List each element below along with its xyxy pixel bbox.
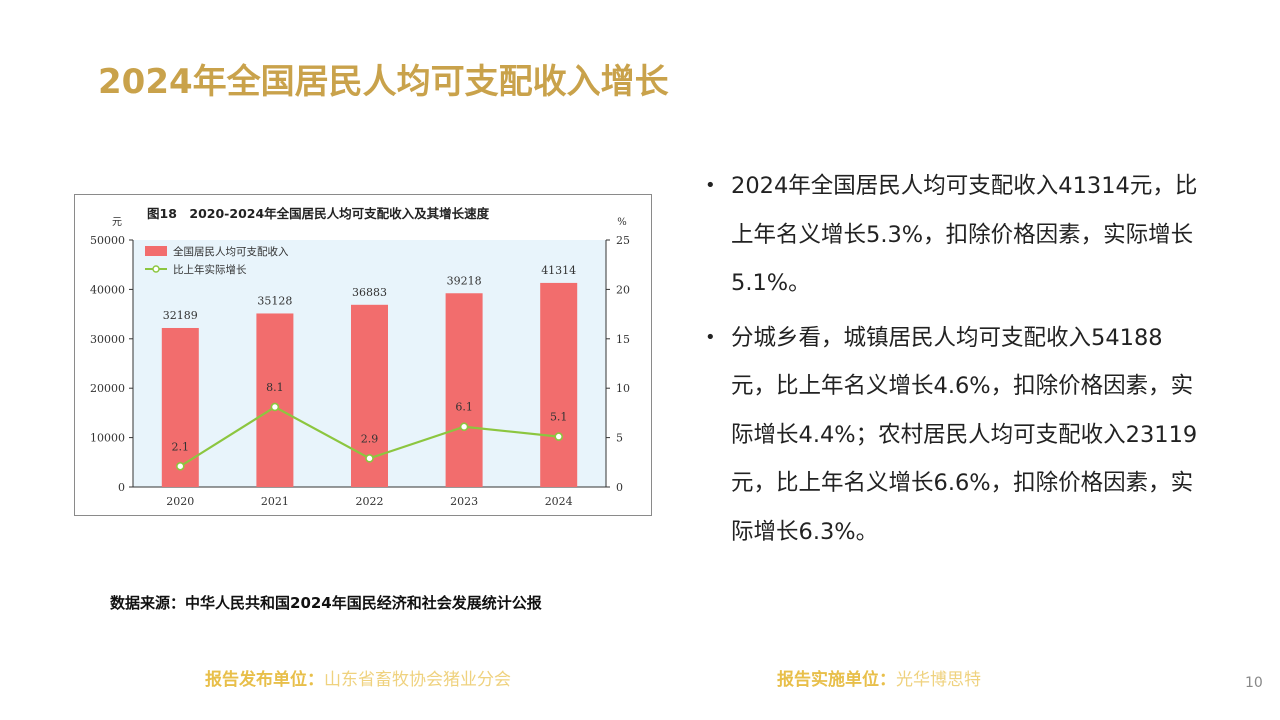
publisher-name: 山东省畜牧协会猪业分会: [324, 670, 511, 690]
bullet-item-national: • 2024年全国居民人均可支配收入41314元，比上年名义增长5.3%，扣除价…: [703, 162, 1203, 308]
legend-bar-label: 全国居民人均可支配收入: [173, 245, 289, 258]
legend-line-label: 比上年实际增长: [173, 263, 247, 276]
growth-point: [459, 422, 469, 432]
x-tick-label: 2022: [356, 495, 384, 508]
y-tick-label: 50000: [90, 234, 125, 247]
y-axis-unit: 元: [112, 217, 122, 228]
y-tick-label: 0: [118, 481, 125, 494]
bar-value-label: 41314: [541, 264, 576, 277]
growth-value-label: 6.1: [455, 401, 473, 414]
y2-axis-unit: %: [617, 217, 627, 228]
chart-title: 图18 2020-2024年全国居民人均可支配收入及其增长速度: [147, 206, 490, 221]
footer-implementer: 报告实施单位：光华博思特: [777, 665, 981, 690]
bullet-list: • 2024年全国居民人均可支配收入41314元，比上年名义增长5.3%，扣除价…: [703, 162, 1203, 562]
implementer-label: 报告实施单位：: [777, 670, 896, 690]
growth-value-label: 5.1: [550, 411, 568, 424]
y-tick-label: 20000: [90, 382, 125, 395]
y2-tick-label: 20: [616, 283, 630, 296]
chart-frame: 图18 2020-2024年全国居民人均可支配收入及其增长速度 元% 0 10000…: [74, 194, 652, 516]
growth-point: [365, 454, 374, 463]
bar-value-label: 36883: [352, 286, 387, 299]
growth-value-label: 8.1: [266, 381, 284, 394]
publisher-label: 报告发布单位：: [205, 670, 324, 690]
x-tick-label: 2023: [450, 495, 478, 508]
growth-point: [554, 432, 564, 441]
y-tick-label: 30000: [90, 333, 125, 346]
bullet-text: 分城乡看，城镇居民人均可支配收入54188元，比上年名义增长4.6%，扣除价格因…: [731, 324, 1198, 545]
bullet-item-urban-rural: • 分城乡看，城镇居民人均可支配收入54188元，比上年名义增长4.6%，扣除价…: [703, 314, 1203, 557]
bullet-dot-icon: •: [705, 175, 716, 196]
y2-tick-label: 15: [616, 333, 630, 346]
slide-title: 2024年全国居民人均可支配收入增长: [98, 62, 669, 102]
bar: [256, 313, 294, 487]
growth-point: [176, 461, 185, 471]
bar-value-label: 32189: [163, 309, 198, 322]
x-tick-label: 2020: [166, 495, 194, 508]
y2-tick-label: 25: [616, 234, 630, 247]
y2-tick-label: 10: [616, 382, 630, 395]
x-tick-label: 2021: [261, 495, 289, 508]
bar: [540, 282, 578, 487]
growth-point: [270, 402, 280, 412]
page-number: 10: [1245, 675, 1263, 691]
implementer-name: 光华博思特: [896, 670, 981, 690]
x-tick-label: 2024: [545, 495, 573, 508]
data-source: 数据来源：中华人民共和国2024年国民经济和社会发展统计公报: [110, 594, 542, 612]
bar-value-label: 35128: [257, 294, 292, 307]
income-growth-chart: 元 % 0 10000 20000 30000 40000 50000 0 5 10 15 20 25 20…: [90, 217, 630, 508]
growth-value-label: 2.9: [361, 432, 379, 445]
bar-value-label: 39218: [447, 274, 482, 287]
y-tick-label: 40000: [90, 283, 125, 296]
legend-bar-swatch: [145, 246, 167, 256]
bar: [161, 327, 199, 487]
y-tick-label: 10000: [90, 432, 125, 445]
bullet-dot-icon: •: [705, 326, 716, 348]
bar: [445, 293, 483, 487]
bullet-text: 2024年全国居民人均可支配收入41314元，比上年名义增长5.3%，扣除价格因…: [731, 173, 1198, 296]
y2-tick-label: 0: [616, 481, 623, 494]
y2-tick-label: 5: [616, 432, 623, 445]
growth-value-label: 2.1: [172, 440, 190, 453]
footer-publisher: 报告发布单位：山东省畜牧协会猪业分会: [205, 665, 511, 690]
legend-line-marker: [152, 265, 160, 273]
